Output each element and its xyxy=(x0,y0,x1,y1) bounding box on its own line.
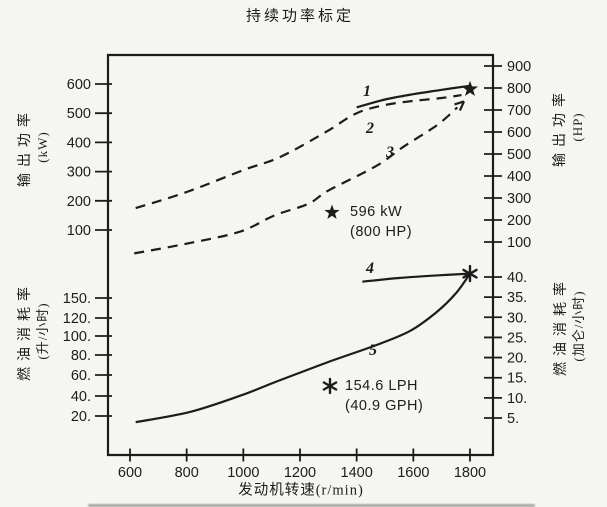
rated-fuel-gph-value: (40.9 GPH) xyxy=(345,398,424,414)
hp-tick-label: 400 xyxy=(507,169,531,185)
rated-power-hp-value: (800 HP) xyxy=(350,224,413,240)
rated-power-value: 596 kW xyxy=(350,204,403,220)
lph-tick-label: 100. xyxy=(63,329,91,345)
lph-tick-label: 60. xyxy=(71,368,91,384)
legend-star-icon xyxy=(324,204,340,219)
rated-fuel-asterisk-marker xyxy=(462,264,478,283)
axis-unit-text: (kW) xyxy=(35,131,50,163)
axis-unit-text: (加仑/小时) xyxy=(571,290,586,362)
y-axis-label-power-hp: 输出功率 (HP) xyxy=(552,87,586,167)
rated-fuel-value: 154.6 LPH xyxy=(345,378,419,394)
axis-unit-text: (升/小时) xyxy=(35,302,50,360)
hp-tick-label: 800 xyxy=(507,81,531,97)
hp-tick-label: 900 xyxy=(507,59,531,75)
hp-tick-label: 700 xyxy=(507,103,531,119)
x-tick-label: 1400 xyxy=(341,465,373,481)
gph-tick-label: 15. xyxy=(507,371,527,387)
kw-tick-label: 200 xyxy=(67,194,91,210)
x-tick-label: 600 xyxy=(118,465,142,481)
gph-tick-label: 10. xyxy=(507,391,527,407)
axis-label-text: 输出功率 xyxy=(553,87,568,167)
curve-5 xyxy=(135,272,471,424)
gph-tick-label: 40. xyxy=(507,270,527,286)
curve-2 xyxy=(135,94,462,210)
lph-tick-label: 20. xyxy=(71,409,91,425)
x-tick-label: 1800 xyxy=(454,465,486,481)
gph-tick-label: 25. xyxy=(507,330,527,346)
curve-3-arrowhead xyxy=(454,100,466,111)
scan-artifact xyxy=(88,504,535,507)
gph-tick-label: 5. xyxy=(507,411,519,427)
lph-tick-label: 150. xyxy=(63,291,91,307)
rated-power-annotation: 596 kW (800 HP) xyxy=(350,202,412,242)
curve-label-4: 4 xyxy=(366,260,374,277)
y-axis-label-power-kw: 输出功率 (kW) xyxy=(17,107,51,187)
axis-label-text: 燃油消耗率 xyxy=(18,281,33,381)
y-axis-label-fuel-gph: 燃油消耗率 (加仑/小时) xyxy=(553,276,587,376)
hp-tick-label: 600 xyxy=(507,125,531,141)
gph-tick-label: 35. xyxy=(507,290,527,306)
legend-asterisk-icon xyxy=(322,377,338,395)
axis-label-text: 输出功率 xyxy=(18,107,33,187)
gph-tick-label: 20. xyxy=(507,351,527,367)
curve-label-5: 5 xyxy=(369,342,377,359)
x-tick-label: 1200 xyxy=(284,465,316,481)
kw-tick-label: 400 xyxy=(67,135,91,151)
gph-tick-label: 30. xyxy=(507,310,527,326)
plot-border xyxy=(106,53,495,457)
lph-tick-label: 80. xyxy=(71,348,91,364)
kw-tick-label: 100 xyxy=(67,223,91,239)
rated-fuel-annotation: 154.6 LPH (40.9 GPH) xyxy=(345,376,423,416)
kw-tick-label: 500 xyxy=(67,106,91,122)
curve-4 xyxy=(362,272,471,283)
x-axis-label: 发动机转速(r/min) xyxy=(238,482,364,499)
hp-tick-label: 200 xyxy=(507,213,531,229)
axis-label-text: 燃油消耗率 xyxy=(554,276,569,376)
axis-unit-text: (HP) xyxy=(570,112,585,142)
kw-tick-label: 300 xyxy=(67,165,91,181)
curve-label-2: 2 xyxy=(366,120,374,137)
curve-1 xyxy=(356,84,471,109)
curve-3 xyxy=(134,106,459,255)
curve-label-3: 3 xyxy=(386,144,394,161)
chart-title: 持续功率标定 xyxy=(245,8,355,25)
hp-tick-label: 100 xyxy=(507,235,531,251)
lph-tick-label: 40. xyxy=(71,389,91,405)
x-tick-label: 800 xyxy=(175,465,199,481)
lph-tick-label: 120. xyxy=(63,311,91,327)
x-tick-label: 1600 xyxy=(397,465,429,481)
hp-tick-label: 500 xyxy=(507,147,531,163)
x-tick-label: 1000 xyxy=(227,465,259,481)
y-axis-label-fuel-lph: 燃油消耗率 (升/小时) xyxy=(17,281,51,381)
kw-tick-label: 600 xyxy=(67,77,91,93)
curve-label-1: 1 xyxy=(363,83,371,100)
rated-power-star-marker xyxy=(461,80,479,96)
hp-tick-label: 300 xyxy=(507,191,531,207)
